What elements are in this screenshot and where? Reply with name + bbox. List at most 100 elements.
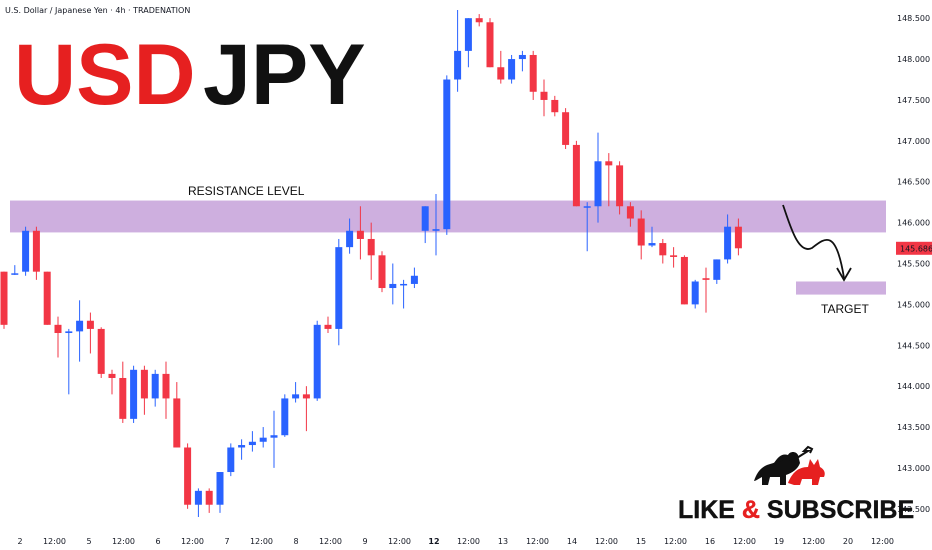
candle-body[interactable] — [54, 324, 62, 334]
candle-body[interactable] — [421, 206, 429, 231]
candle-body[interactable] — [281, 398, 289, 436]
time-axis[interactable]: 2 12:00 5 12:00 6 12:00 7 12:00 8 12:00 9 12:00 12 12… — [17, 537, 894, 546]
candle-body[interactable] — [713, 259, 721, 280]
y-tick-label: 146.500 — [897, 178, 930, 187]
candle-body[interactable] — [97, 328, 105, 374]
candle-body[interactable] — [659, 243, 667, 256]
candle-body[interactable] — [248, 441, 256, 446]
x-tick-label: 15 — [636, 537, 646, 546]
candle-body[interactable] — [497, 67, 505, 80]
candle-body[interactable] — [594, 161, 602, 207]
x-tick-label: 12:00 — [388, 537, 411, 546]
candle-body[interactable] — [335, 247, 343, 329]
title-jpy: JPY — [203, 27, 366, 123]
projection-arrow — [782, 204, 852, 282]
x-tick-label: 20 — [843, 537, 853, 546]
target-label: TARGET — [821, 302, 869, 316]
candle-body[interactable] — [346, 230, 354, 248]
x-tick-label: 12:00 — [733, 537, 756, 546]
y-tick-label: 145.000 — [897, 300, 930, 309]
candle-body[interactable] — [464, 18, 472, 51]
candle-body[interactable] — [302, 394, 310, 399]
x-tick-label: 12 — [428, 537, 439, 546]
candle-body[interactable] — [648, 243, 656, 246]
candle-body[interactable] — [637, 218, 645, 246]
candle-body[interactable] — [680, 256, 688, 305]
candle-body[interactable] — [356, 230, 364, 239]
candle-body[interactable] — [173, 398, 181, 448]
candle-body[interactable] — [454, 50, 462, 80]
candle-body[interactable] — [432, 229, 440, 231]
candle-body[interactable] — [194, 490, 202, 505]
candle-body[interactable] — [43, 271, 51, 325]
x-tick-label: 12:00 — [319, 537, 342, 546]
candle-body[interactable] — [670, 255, 678, 257]
candle-body[interactable] — [140, 369, 148, 399]
candle-body[interactable] — [540, 91, 548, 100]
y-tick-label: 148.000 — [897, 55, 930, 64]
x-tick-label: 12:00 — [112, 537, 135, 546]
candle-body[interactable] — [583, 206, 591, 208]
candle-body[interactable] — [184, 447, 192, 505]
x-tick-label: 12:00 — [457, 537, 480, 546]
candle-body[interactable] — [475, 18, 483, 23]
candle-body[interactable] — [259, 437, 267, 442]
candle-body[interactable] — [508, 59, 516, 80]
candle-body[interactable] — [119, 377, 127, 419]
candle-body[interactable] — [626, 206, 634, 219]
candle-body[interactable] — [389, 283, 397, 289]
candle-body[interactable] — [162, 373, 170, 399]
candle-body[interactable] — [378, 255, 386, 289]
candle-body[interactable] — [367, 238, 375, 256]
candle-body[interactable] — [76, 320, 84, 332]
x-tick-label: 7 — [224, 537, 229, 546]
candle-body[interactable] — [400, 283, 408, 286]
candle-body[interactable] — [691, 281, 699, 305]
candle-body[interactable] — [32, 230, 40, 272]
y-tick-label: 143.000 — [897, 464, 930, 473]
y-tick-label: 143.500 — [897, 423, 930, 432]
candle-body[interactable] — [151, 373, 159, 399]
candle-body[interactable] — [443, 79, 451, 230]
y-tick-label: 147.000 — [897, 137, 930, 146]
y-tick-label: 148.500 — [897, 14, 930, 23]
x-tick-label: 12:00 — [526, 537, 549, 546]
candle-body[interactable] — [130, 369, 138, 419]
x-tick-label: 8 — [293, 537, 298, 546]
candle-body[interactable] — [0, 271, 8, 325]
candle-body[interactable] — [22, 230, 30, 272]
candle-body[interactable] — [11, 273, 19, 275]
x-tick-label: 12:00 — [595, 537, 618, 546]
candle-body[interactable] — [86, 320, 94, 329]
candle-body[interactable] — [270, 435, 278, 438]
candle-body[interactable] — [324, 324, 332, 329]
cta-like[interactable]: LIKE & SUBSCRIBE — [678, 496, 915, 524]
candle-body[interactable] — [562, 112, 570, 145]
candle-body[interactable] — [724, 226, 732, 260]
last-price-value: 145.686 — [900, 244, 932, 253]
candle-body[interactable] — [205, 490, 213, 505]
candle-body[interactable] — [216, 472, 224, 505]
x-tick-label: 2 — [17, 537, 22, 546]
candle-body[interactable] — [518, 54, 526, 60]
candle-body[interactable] — [238, 445, 246, 448]
price-axis[interactable]: 142.500 143.000 143.500 144.000 144.500 145.0… — [897, 14, 930, 514]
candle-body[interactable] — [616, 165, 624, 207]
candle-body[interactable] — [702, 278, 710, 280]
candle-body[interactable] — [572, 144, 580, 207]
candle-body[interactable] — [108, 373, 116, 378]
candle-body[interactable] — [486, 22, 494, 68]
candle-body[interactable] — [313, 324, 321, 399]
candle-body[interactable] — [734, 226, 742, 249]
candle-body[interactable] — [292, 394, 300, 399]
x-tick-label: 12:00 — [802, 537, 825, 546]
candle-body[interactable] — [605, 161, 613, 166]
candle-body[interactable] — [227, 447, 235, 473]
candle-body[interactable] — [65, 331, 73, 334]
candle-body[interactable] — [410, 275, 418, 284]
target-zone[interactable] — [796, 281, 886, 295]
candle-body[interactable] — [551, 99, 559, 113]
x-tick-label: 12:00 — [250, 537, 273, 546]
candle-body[interactable] — [529, 54, 537, 92]
